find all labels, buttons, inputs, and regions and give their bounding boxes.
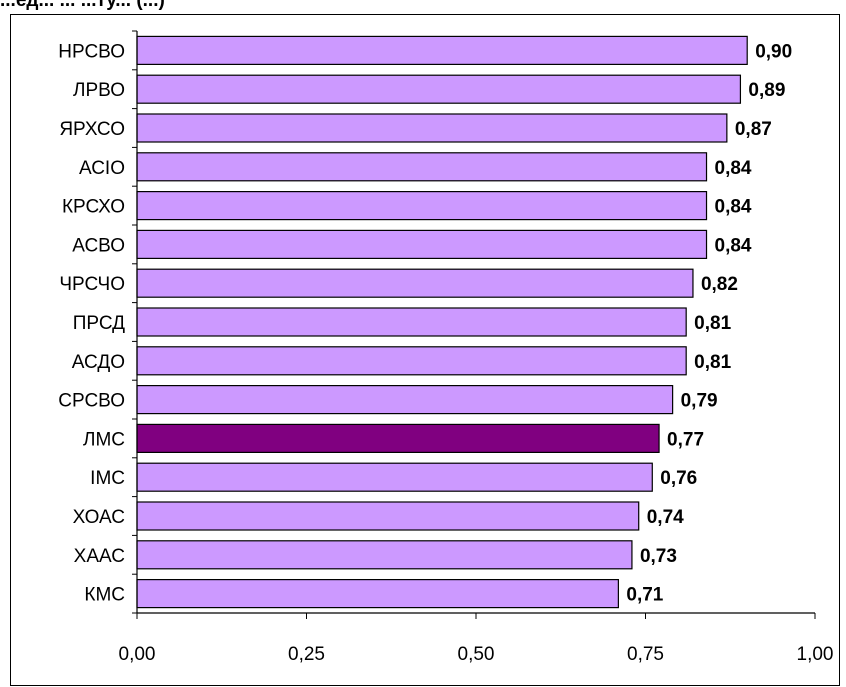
bar-13 (136, 501, 640, 531)
data-label: 0,87 (735, 119, 772, 140)
chart-frame (10, 14, 840, 686)
x-tick-label: 0,75 (627, 644, 664, 665)
data-label: 0,81 (694, 352, 731, 373)
category-label: КМС (84, 585, 125, 606)
bars-group: 0,90 0,89 0,87 0,84 0,84 0,84 0,82 0,81 0,81 0,79… (136, 35, 792, 609)
category-label: СРСВО (58, 391, 125, 412)
data-label: 0,84 (715, 235, 752, 256)
bar-7 (136, 268, 694, 298)
category-label: ЯРХСО (59, 119, 125, 140)
category-label: ЧРСЧО (59, 274, 125, 295)
bar-5 (136, 191, 708, 221)
category-label: АСВО (72, 235, 125, 256)
category-label: ХОАС (73, 507, 125, 528)
chart-title-fragment: ...ед... ... ...ту... (...) (0, 0, 165, 11)
bar-11 (136, 423, 660, 453)
bar-1 (136, 35, 748, 66)
category-label: ХААС (74, 546, 125, 567)
category-label: ПРСД (73, 313, 125, 334)
bar-3 (136, 113, 728, 143)
category-label: ЛРВО (73, 80, 125, 101)
axes-group: НРСВО ЛРВО ЯРХСО АСІО КРСХО АСВО ЧРСЧО ПРСД АСДО… (58, 30, 834, 665)
x-tick-label: 0,00 (119, 644, 156, 665)
data-label: 0,84 (715, 158, 752, 179)
x-tick-label: 0,50 (458, 644, 495, 665)
category-label: ІМС (90, 468, 125, 489)
category-label: КРСХО (62, 197, 125, 218)
category-label: ЛМС (83, 429, 125, 450)
data-label: 0,84 (715, 197, 752, 218)
bar-14 (136, 540, 633, 570)
data-label: 0,76 (660, 468, 697, 489)
bar-10 (136, 385, 674, 415)
data-label: 0,90 (755, 41, 792, 62)
x-tick-label: 0,25 (288, 644, 325, 665)
data-label: 0,77 (667, 429, 704, 450)
bar-4 (136, 152, 708, 182)
bar-8 (136, 307, 687, 337)
x-tick-label: 1,00 (797, 644, 834, 665)
category-label: НРСВО (58, 41, 125, 62)
data-label: 0,89 (748, 80, 785, 101)
bar-9 (136, 346, 687, 376)
data-label: 0,81 (694, 313, 731, 334)
bar-12 (136, 462, 653, 492)
bar-6 (136, 229, 708, 259)
data-label: 0,74 (647, 507, 684, 528)
category-label: АСДО (72, 352, 125, 373)
bar-2 (136, 74, 742, 104)
data-label: 0,71 (626, 585, 663, 606)
data-label: 0,82 (701, 274, 738, 295)
category-label: АСІО (79, 158, 125, 179)
bar-15 (136, 578, 619, 609)
data-label: 0,79 (681, 391, 718, 412)
data-label: 0,73 (640, 546, 677, 567)
